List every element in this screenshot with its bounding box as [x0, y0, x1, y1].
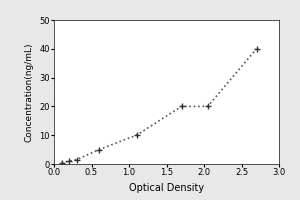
X-axis label: Optical Density: Optical Density — [129, 183, 204, 193]
Y-axis label: Concentration(ng/mL): Concentration(ng/mL) — [25, 42, 34, 142]
